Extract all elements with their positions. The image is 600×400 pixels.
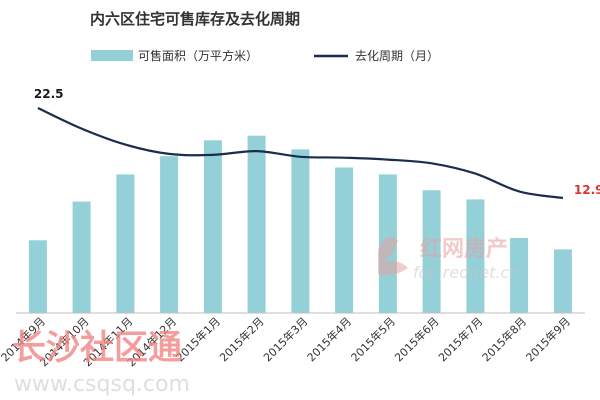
label-last-point: 12.9 xyxy=(574,183,600,197)
bar-8 xyxy=(335,167,354,313)
bar-5 xyxy=(203,140,222,313)
label-first-point: 22.5 xyxy=(34,87,64,101)
legend-label-line: 去化周期（月） xyxy=(355,49,439,63)
bar-2 xyxy=(72,201,91,313)
x-tick-label-8: 2015年4月 xyxy=(304,314,354,364)
legend-label-bar: 可售面积（万平方米） xyxy=(138,48,258,63)
bar-4 xyxy=(160,156,179,313)
x-tick-label-7: 2015年3月 xyxy=(260,314,310,364)
csq-url: www.csqsq.com xyxy=(14,372,190,397)
bar-11 xyxy=(466,199,485,313)
csq-brand: 长沙社区通 xyxy=(12,328,182,368)
fdc-url: fdc.rednet.cn xyxy=(413,263,520,282)
x-tick-label-6: 2015年2月 xyxy=(217,314,267,364)
bar-7 xyxy=(291,149,310,313)
bar-12 xyxy=(510,238,529,313)
x-tick-label-13: 2015年9月 xyxy=(523,314,573,364)
csq-watermark: 长沙社区通 www.csqsq.com xyxy=(12,328,190,397)
endpoint-labels: 22.5 12.9 xyxy=(34,87,600,197)
bar-6 xyxy=(247,135,266,313)
fdc-brand: 红网房产 xyxy=(420,236,508,262)
bar-series xyxy=(28,135,572,313)
bar-1 xyxy=(28,240,47,313)
x-tick-label-11: 2015年7月 xyxy=(435,314,485,364)
bar-13 xyxy=(553,249,572,313)
x-tick-label-12: 2015年8月 xyxy=(479,314,529,364)
fdc-logo-icon xyxy=(378,236,408,276)
fdc-watermark: 红网房产 fdc.rednet.cn xyxy=(378,236,520,282)
chart-title: 内六区住宅可售库存及去化周期 xyxy=(90,10,300,28)
bar-10 xyxy=(422,190,441,313)
bar-3 xyxy=(116,174,135,313)
x-tick-label-9: 2015年5月 xyxy=(348,314,398,364)
line-series xyxy=(37,107,564,200)
x-tick-label-10: 2015年6月 xyxy=(392,314,442,364)
legend-swatch-bar xyxy=(91,50,133,61)
legend: 可售面积（万平方米） 去化周期（月） xyxy=(91,48,439,63)
